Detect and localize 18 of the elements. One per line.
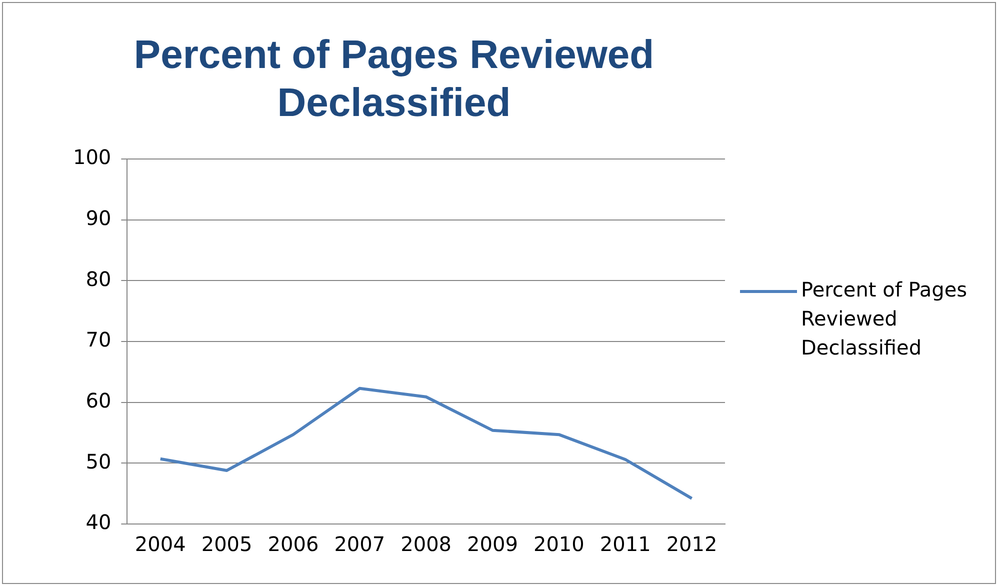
x-tick-label: 2004 xyxy=(134,532,186,556)
y-tick-label: 40 xyxy=(86,510,112,534)
x-tick-label: 2008 xyxy=(400,532,452,556)
chart-title: Percent of Pages Reviewed Declassified xyxy=(134,33,654,126)
y-tick-label: 80 xyxy=(86,266,112,291)
y-tick-label: 90 xyxy=(86,206,112,230)
y-tick-label: 70 xyxy=(86,328,112,352)
x-tick-label: 2011 xyxy=(600,532,651,556)
x-tick-label: 2012 xyxy=(666,532,718,556)
y-tick-label: 100 xyxy=(72,145,112,170)
y-tick-label: 60 xyxy=(86,388,112,413)
x-tick-label: 2006 xyxy=(268,532,319,556)
x-tick-label: 2007 xyxy=(334,532,386,556)
x-tick-label: 2010 xyxy=(533,532,584,556)
y-tick-label: 50 xyxy=(86,449,112,474)
legend-label: Percent of Pages Reviewed Declassified xyxy=(801,278,968,360)
x-tick-label: 2005 xyxy=(201,532,252,556)
x-tick-label: 2009 xyxy=(467,532,518,556)
